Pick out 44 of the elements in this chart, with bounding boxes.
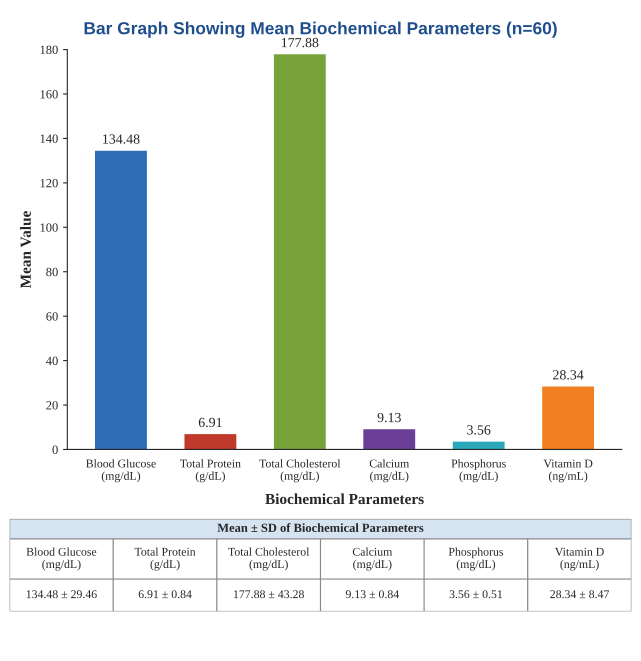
y-tick-label: 120 — [40, 178, 58, 188]
category-label: Phosphorus (mg/dL) — [448, 547, 504, 571]
category-label: Blood Glucose (mg/dL) — [26, 547, 96, 571]
y-axis-title: Mean Value — [20, 211, 31, 288]
category-label: Vitamin D (ng/mL) — [554, 548, 604, 571]
bar — [542, 386, 594, 450]
bar — [184, 434, 236, 450]
text: Mean ± SD of Biochemical Parameters — [217, 523, 424, 532]
chart-title: Bar Graph Showing Mean Biochemical Parameters (n=60) — [84, 22, 557, 38]
x-tick-label: Total Protein (g/dL) — [180, 459, 241, 482]
data-label: 134.48 — [103, 134, 140, 144]
text: 3.56 ± 0.51 — [450, 590, 502, 598]
y-tick-label: 160 — [40, 90, 58, 98]
text: 28.34 ± 8.47 — [550, 590, 610, 598]
bar — [452, 442, 505, 450]
data-label: 177.88 — [282, 38, 318, 48]
category-label: Total Protein (g/dL) — [134, 547, 196, 571]
y-tick-label: 60 — [46, 312, 58, 321]
text: 134.48 ± 29.46 — [26, 590, 97, 598]
category-label: Calcium (mg/dL) — [352, 547, 392, 571]
x-tick-label: Calcium (mg/dL) — [370, 459, 410, 482]
data-label: 9.13 — [378, 412, 401, 422]
bar — [274, 54, 326, 450]
x-tick-label: Blood Glucose (mg/dL) — [86, 459, 156, 482]
text: 6.91 ± 0.84 — [138, 590, 192, 598]
y-tick-label: 100 — [40, 223, 58, 232]
y-tick-label: 80 — [46, 268, 58, 276]
text: 177.88 ± 43.28 — [234, 590, 304, 598]
text: 9.13 ± 0.84 — [346, 590, 399, 598]
y-tick-label: 140 — [40, 134, 58, 143]
x-tick-label: Phosphorus (mg/dL) — [451, 459, 506, 482]
category-label: Total Cholesterol (mg/dL) — [228, 547, 310, 571]
x-tick-label: Total Cholesterol (mg/dL) — [259, 459, 340, 482]
bar — [95, 150, 147, 450]
x-tick-label: Vitamin D (ng/mL) — [544, 460, 592, 482]
y-tick-label: 40 — [46, 356, 58, 366]
bar — [363, 429, 416, 450]
y-tick-label: 0 — [52, 446, 58, 454]
y-tick-label: 180 — [40, 46, 58, 54]
x-axis-title: Biochemical Parameters — [265, 493, 424, 504]
data-label: 28.34 — [553, 370, 584, 380]
data-label: 6.91 — [198, 418, 222, 428]
y-tick-label: 20 — [46, 401, 58, 410]
data-label: 3.56 — [467, 425, 490, 435]
